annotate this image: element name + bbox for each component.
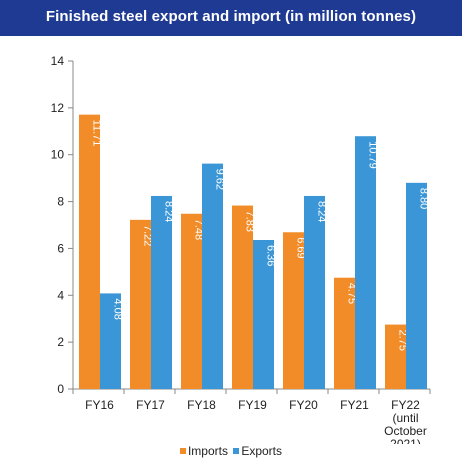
bar-value-label: 2.75	[397, 330, 409, 351]
y-tick-label: 2	[57, 335, 64, 349]
bar-value-label: 11.71	[91, 120, 103, 147]
x-category-label: FY17	[136, 398, 165, 412]
y-tick-label: 4	[57, 288, 64, 302]
bar-imports	[181, 213, 202, 389]
y-tick-label: 0	[57, 382, 64, 396]
bar-imports	[385, 324, 406, 389]
chart-header: Finished steel export and import (in mil…	[0, 0, 462, 36]
bar-value-label: 4.08	[112, 298, 124, 319]
bar-value-label: 7.48	[193, 219, 205, 240]
legend-label-exports: Exports	[241, 444, 283, 458]
bar-value-label: 4.75	[346, 283, 358, 304]
bar-value-label: 9.62	[214, 169, 226, 190]
bar-exports	[304, 195, 325, 389]
chart-legend: Imports Exports	[0, 444, 462, 460]
bar-imports	[79, 114, 100, 389]
y-tick-label: 8	[57, 195, 64, 209]
bar-value-label: 7.22	[142, 225, 154, 246]
legend-item-exports: Exports	[233, 444, 282, 458]
x-category-label: FY22	[391, 398, 420, 412]
bar-exports	[202, 163, 223, 389]
legend-swatch-imports	[179, 448, 186, 454]
y-tick-label: 6	[57, 241, 64, 255]
legend-label-imports: Imports	[187, 444, 228, 458]
bar-value-label: 8.80	[418, 188, 430, 209]
x-category-label: FY20	[289, 398, 318, 412]
bar-exports	[406, 182, 427, 389]
y-tick-label: 14	[51, 54, 65, 68]
bar-exports	[151, 195, 172, 389]
bar-imports	[283, 232, 304, 389]
bar-exports	[100, 293, 121, 389]
bar-imports	[130, 219, 151, 389]
bar-value-label: 8.24	[316, 201, 328, 222]
bar-chart: 0 2 4 6 8 10 12 14 11.71 4.08 FY16 7.22 8.24 FY17 7.48…	[51, 54, 431, 444]
bar-value-label: 7.83	[244, 211, 256, 232]
x-category-label: FY18	[187, 398, 216, 412]
x-category-label: (until	[392, 411, 418, 425]
bar-exports	[253, 239, 274, 389]
bar-value-label: 6.36	[265, 245, 277, 266]
chart-title: Finished steel export and import (in mil…	[45, 8, 417, 25]
legend-item-imports: Imports	[179, 444, 228, 458]
y-tick-label: 10	[51, 148, 65, 162]
x-category-label: 2021)	[390, 437, 421, 444]
bar-exports	[355, 136, 376, 389]
x-category-label: FY16	[85, 398, 114, 412]
x-category-label: FY21	[340, 398, 369, 412]
bar-imports	[334, 277, 355, 389]
x-category-label: October	[384, 424, 427, 438]
y-tick-label: 12	[51, 101, 65, 115]
bar-value-label: 8.24	[163, 201, 175, 222]
bar-imports	[232, 205, 253, 389]
bar-value-label: 10.79	[367, 141, 379, 169]
x-category-label: FY19	[238, 398, 267, 412]
legend-swatch-exports	[233, 448, 240, 454]
bar-value-label: 6.69	[295, 237, 307, 258]
